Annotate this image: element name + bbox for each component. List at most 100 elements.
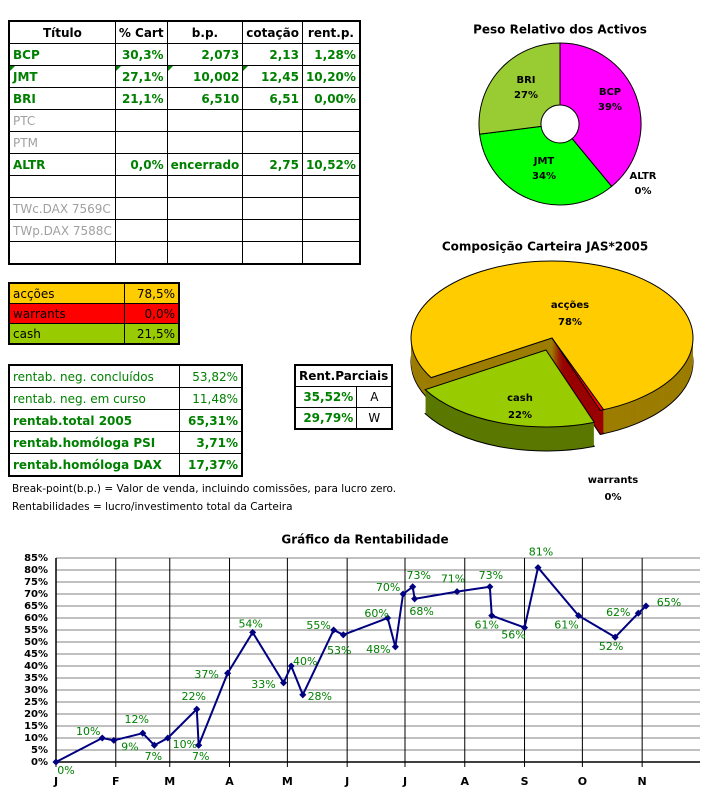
returns-value[interactable]: 53,82% [179,364,243,388]
cell-cart[interactable]: 21,1% [114,87,168,110]
data-point[interactable] [98,734,106,742]
cell-bp[interactable] [166,197,244,220]
data-point[interactable] [279,679,288,687]
cell-titulo[interactable] [8,175,116,198]
data-point[interactable] [224,669,232,677]
cell-titulo[interactable]: TWp.DAX 7588C [8,219,116,242]
data-point[interactable] [453,588,461,596]
data-point[interactable] [411,595,419,603]
partial-key[interactable]: W [356,407,393,430]
returns-label[interactable]: rentab. neg. em curso [8,387,181,410]
cell-rent[interactable] [301,197,361,220]
cell-titulo[interactable]: BRI [8,87,116,110]
returns-label[interactable]: rentab.total 2005 [8,409,181,432]
allocation-label[interactable]: acções [8,282,125,304]
data-point[interactable] [330,626,338,634]
cell-rent[interactable] [301,241,361,265]
data-point[interactable] [488,612,496,620]
returns-value[interactable]: 65,31% [179,409,243,432]
cell-cotacao[interactable] [242,219,303,242]
cell-titulo[interactable]: TWc.DAX 7569C [8,197,116,220]
data-point[interactable] [391,643,399,651]
data-point[interactable] [634,609,642,617]
cell-bp[interactable]: encerrado [166,153,244,176]
returns-label[interactable]: rentab. neg. concluídos [8,364,181,388]
cell-cotacao[interactable]: 2,13 [242,43,303,66]
data-point[interactable] [164,734,172,742]
cell-rent[interactable]: 1,28% [301,43,361,66]
data-point[interactable] [399,590,407,598]
cell-cart[interactable] [114,175,168,198]
partial-key[interactable]: A [356,386,393,408]
data-point[interactable] [193,705,201,713]
data-point[interactable] [339,631,347,639]
allocation-value[interactable]: 78,5% [123,282,180,304]
cell-bp[interactable] [166,131,244,154]
data-point[interactable] [534,564,542,572]
cell-titulo[interactable]: PTC [8,109,116,132]
returns-value[interactable]: 3,71% [179,431,243,454]
cell-cart[interactable] [114,241,168,265]
cell-cart[interactable] [114,109,168,132]
data-point[interactable] [195,741,203,749]
partial-value[interactable]: 29,79% [294,407,358,430]
cell-cart[interactable] [114,197,168,220]
cell-cotacao[interactable] [242,175,303,198]
cell-titulo[interactable]: PTM [8,131,116,154]
cell-rent[interactable]: 10,20% [301,65,361,88]
data-point[interactable] [150,741,158,749]
cell-rent[interactable] [301,109,361,132]
cell-rent[interactable] [301,175,361,198]
pie1-slice-jmt[interactable] [479,125,613,206]
cell-bp[interactable]: 10,002 [166,65,244,88]
cell-titulo[interactable]: BCP [8,43,116,66]
cell-cart[interactable]: 0,0% [114,153,168,176]
allocation-value[interactable]: 21,5% [123,323,180,345]
data-point[interactable] [299,691,307,699]
pie2-slice-acções[interactable] [410,260,694,411]
cell-cotacao[interactable] [242,131,303,154]
cell-cart[interactable]: 27,1% [114,65,168,88]
cell-cotacao[interactable]: 2,75 [242,153,303,176]
cell-cart[interactable] [114,131,168,154]
cell-bp[interactable] [166,109,244,132]
returns-value[interactable]: 17,37% [179,453,243,477]
cell-bp[interactable] [166,241,244,265]
pie1-slice-bri[interactable] [478,42,561,135]
cell-titulo[interactable] [8,241,116,265]
data-point[interactable] [574,612,583,620]
cell-cart[interactable]: 30,3% [114,43,168,66]
cell-cotacao[interactable]: 6,51 [242,87,303,110]
cell-bp[interactable]: 6,510 [166,87,244,110]
cell-titulo[interactable]: ALTR [8,153,116,176]
cell-bp[interactable]: 2,073 [166,43,244,66]
allocation-label[interactable]: cash [8,323,125,345]
cell-titulo[interactable]: JMT [8,65,116,88]
cell-cart[interactable] [114,219,168,242]
data-point[interactable] [249,628,257,636]
data-point[interactable] [287,662,295,670]
pie2-slice-cash[interactable] [424,349,596,428]
data-point[interactable] [384,614,392,622]
data-point[interactable] [611,633,619,641]
returns-label[interactable]: rentab.homóloga PSI [8,431,181,454]
pie1-slice-bcp[interactable] [559,42,642,188]
data-point[interactable] [52,758,60,766]
cell-cotacao[interactable] [242,197,303,220]
cell-bp[interactable] [166,175,244,198]
cell-cotacao[interactable] [242,241,303,265]
returns-label[interactable]: rentab.homóloga DAX [8,453,181,477]
data-point[interactable] [409,583,417,591]
cell-rent[interactable]: 0,00% [301,87,361,110]
data-point[interactable] [486,583,494,591]
data-point[interactable] [110,736,118,744]
cell-cotacao[interactable]: 12,45 [242,65,303,88]
cell-rent[interactable]: 10,52% [301,153,361,176]
data-point[interactable] [642,602,650,610]
cell-cotacao[interactable] [242,109,303,132]
data-point[interactable] [521,624,529,632]
allocation-value[interactable]: 0,0% [123,303,180,324]
allocation-label[interactable]: warrants [8,303,125,324]
cell-rent[interactable] [301,219,361,242]
partial-value[interactable]: 35,52% [294,386,358,408]
